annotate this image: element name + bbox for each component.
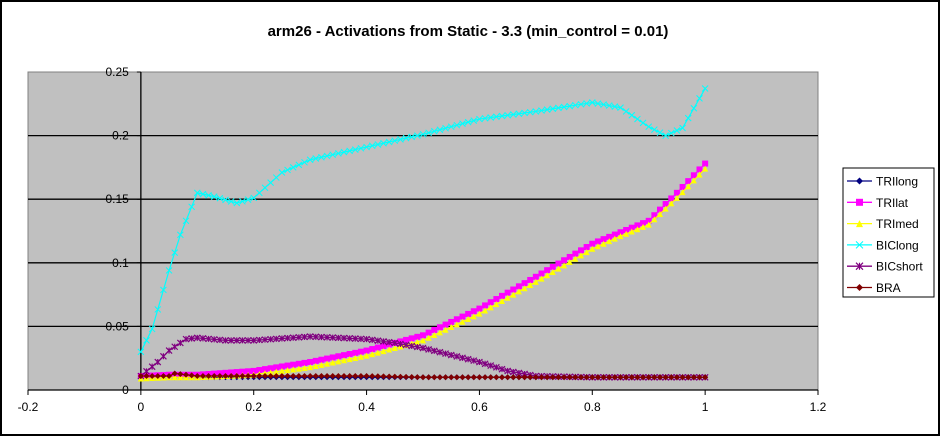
y-tick-label: 0.15 xyxy=(105,192,129,206)
legend-label: BICshort xyxy=(876,260,923,274)
legend-label: TRIlong xyxy=(876,175,918,189)
legend-label: BIClong xyxy=(876,238,919,252)
y-tick-label: 0.1 xyxy=(112,256,129,270)
legend-item-bicshort: BICshort xyxy=(847,260,923,274)
legend-item-bra: BRA xyxy=(847,281,901,295)
x-tick-label: 0 xyxy=(138,400,145,414)
legend-label: TRIlat xyxy=(876,196,909,210)
legend-item-biclong: BIClong xyxy=(847,238,919,252)
x-tick-label: 0.8 xyxy=(584,400,601,414)
x-tick-label: -0.2 xyxy=(18,400,39,414)
legend-box xyxy=(842,167,935,298)
x-tick-label: 1.2 xyxy=(810,400,827,414)
legend-label: BRA xyxy=(876,281,901,295)
axes: 00.050.10.150.20.25-0.2 0 0.2 0.4 0.6 0.8 1 1.2 xyxy=(18,65,827,414)
x-tick-label: 0.2 xyxy=(245,400,262,414)
legend: TRIlong TRIlat TRImed BIClong BICshort BRA xyxy=(842,167,935,298)
y-tick-label: 0.05 xyxy=(105,319,129,333)
x-tick-label: 0.6 xyxy=(471,400,488,414)
series-bra xyxy=(137,370,709,381)
legend-label: TRImed xyxy=(876,217,919,231)
series-group xyxy=(137,85,709,382)
series-bicshort xyxy=(137,333,709,381)
x-tick-label: 0.4 xyxy=(358,400,375,414)
legend-item-trilong: TRIlong xyxy=(847,175,918,189)
chart-title: arm26 - Activations from Static - 3.3 (m… xyxy=(268,23,669,40)
y-tick-label: 0.2 xyxy=(112,129,129,143)
x-tick-label: 1 xyxy=(702,400,709,414)
series-trimed xyxy=(137,165,709,382)
legend-item-trilat: TRIlat xyxy=(847,196,909,210)
legend-item-trimed: TRImed xyxy=(847,217,919,231)
y-tick-label: 0.25 xyxy=(105,65,129,79)
gridlines xyxy=(28,134,818,328)
series-biclong xyxy=(137,85,709,356)
